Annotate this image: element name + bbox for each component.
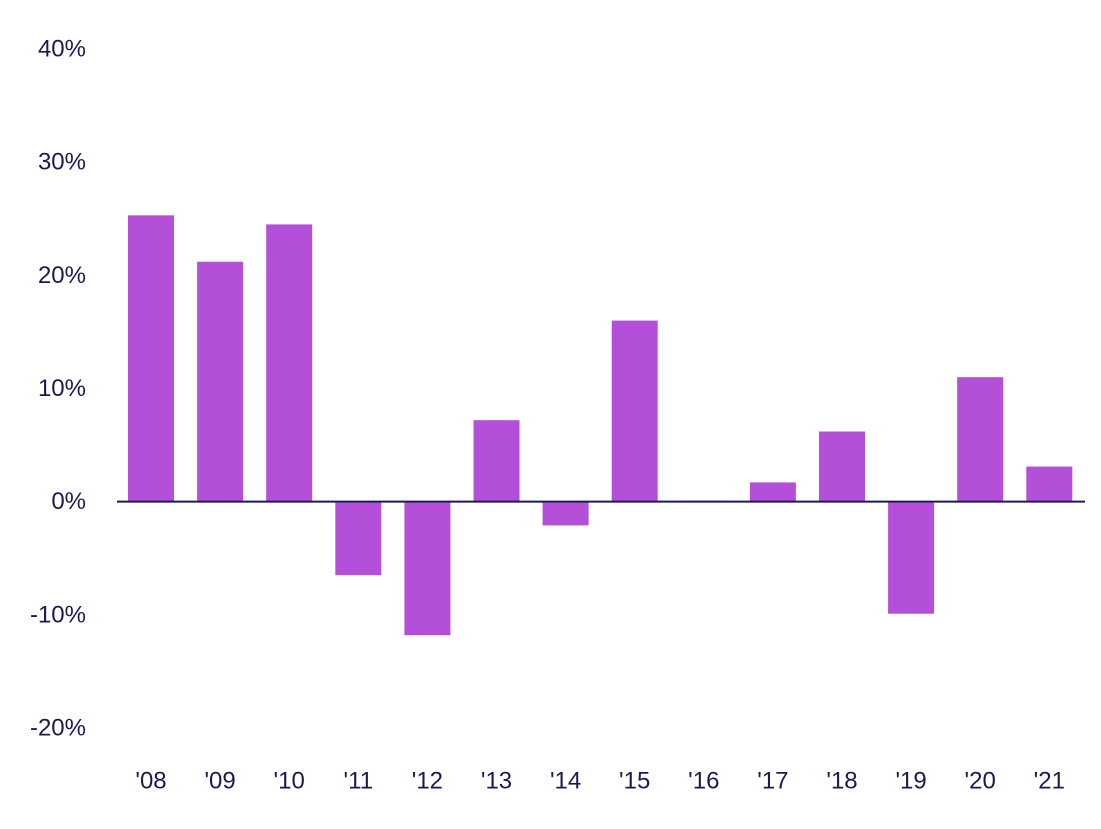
- bar: [197, 261, 244, 502]
- bar: [749, 482, 796, 502]
- y-tick-label: 30%: [38, 149, 86, 176]
- x-tick-label: '13: [481, 768, 512, 795]
- x-tick-label: '17: [757, 768, 788, 795]
- x-tick-label: '10: [274, 768, 305, 795]
- bar: [266, 224, 313, 502]
- bar: [819, 431, 865, 502]
- x-tick-label: '20: [965, 768, 996, 795]
- x-tick-label: '21: [1034, 768, 1065, 795]
- bars-group: [128, 215, 1073, 636]
- bar: [473, 420, 520, 502]
- x-tick-label: '19: [895, 768, 926, 795]
- bar: [1026, 466, 1073, 502]
- y-tick-label: -20%: [30, 715, 86, 742]
- x-tick-label: '18: [826, 768, 857, 795]
- x-tick-label: '12: [412, 768, 443, 795]
- x-tick-label: '16: [688, 768, 719, 795]
- y-axis-tick-labels: 40% 30% 20% 10% 0% -10% -20%: [30, 36, 86, 742]
- y-tick-label: 20%: [38, 262, 86, 289]
- x-tick-label: '08: [135, 768, 166, 795]
- y-tick-label: 10%: [38, 375, 86, 402]
- x-tick-label: '14: [550, 768, 581, 795]
- x-tick-label: '15: [619, 768, 650, 795]
- y-tick-label: -10%: [30, 601, 86, 628]
- x-tick-label: '09: [204, 768, 235, 795]
- y-tick-label: 0%: [51, 488, 86, 515]
- x-axis-tick-labels: '08 '09 '10 '11 '12 '13 '14 '15 '16 '17 '18 '19 '20 '…: [135, 768, 1065, 795]
- bar: [888, 501, 935, 614]
- y-tick-label: 40%: [38, 36, 86, 63]
- bar: [335, 501, 382, 576]
- bar: [128, 215, 174, 502]
- x-tick-label: '11: [344, 768, 374, 795]
- bar: [542, 501, 589, 526]
- bar: [611, 320, 658, 502]
- bar: [957, 377, 1004, 502]
- bar: [404, 501, 451, 636]
